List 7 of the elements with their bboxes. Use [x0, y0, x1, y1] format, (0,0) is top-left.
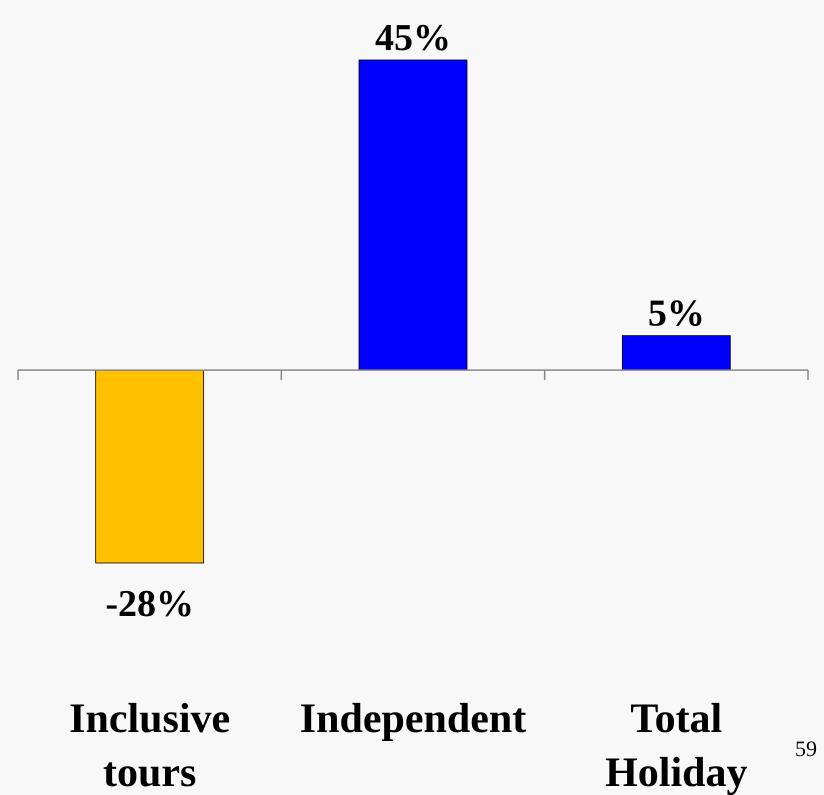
x-tick-label: Inclusive tours: [69, 696, 230, 795]
data-label: 5%: [648, 292, 705, 335]
x-tick-label: Total Holiday: [605, 696, 748, 795]
data-label: 45%: [375, 17, 451, 59]
text: 59: [795, 736, 817, 761]
x-tick-label: Independent: [300, 696, 526, 742]
data-label: -28%: [105, 583, 194, 625]
